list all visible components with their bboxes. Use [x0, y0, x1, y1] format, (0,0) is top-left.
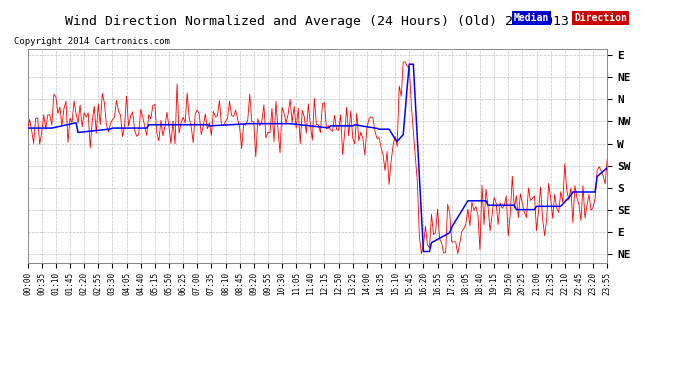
Text: Median: Median: [514, 13, 549, 23]
Text: Direction: Direction: [574, 13, 627, 23]
Text: Copyright 2014 Cartronics.com: Copyright 2014 Cartronics.com: [14, 38, 170, 46]
Text: Wind Direction Normalized and Average (24 Hours) (Old) 20140913: Wind Direction Normalized and Average (2…: [66, 15, 569, 28]
